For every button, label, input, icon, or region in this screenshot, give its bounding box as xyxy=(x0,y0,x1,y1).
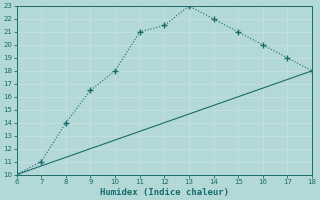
X-axis label: Humidex (Indice chaleur): Humidex (Indice chaleur) xyxy=(100,188,229,197)
